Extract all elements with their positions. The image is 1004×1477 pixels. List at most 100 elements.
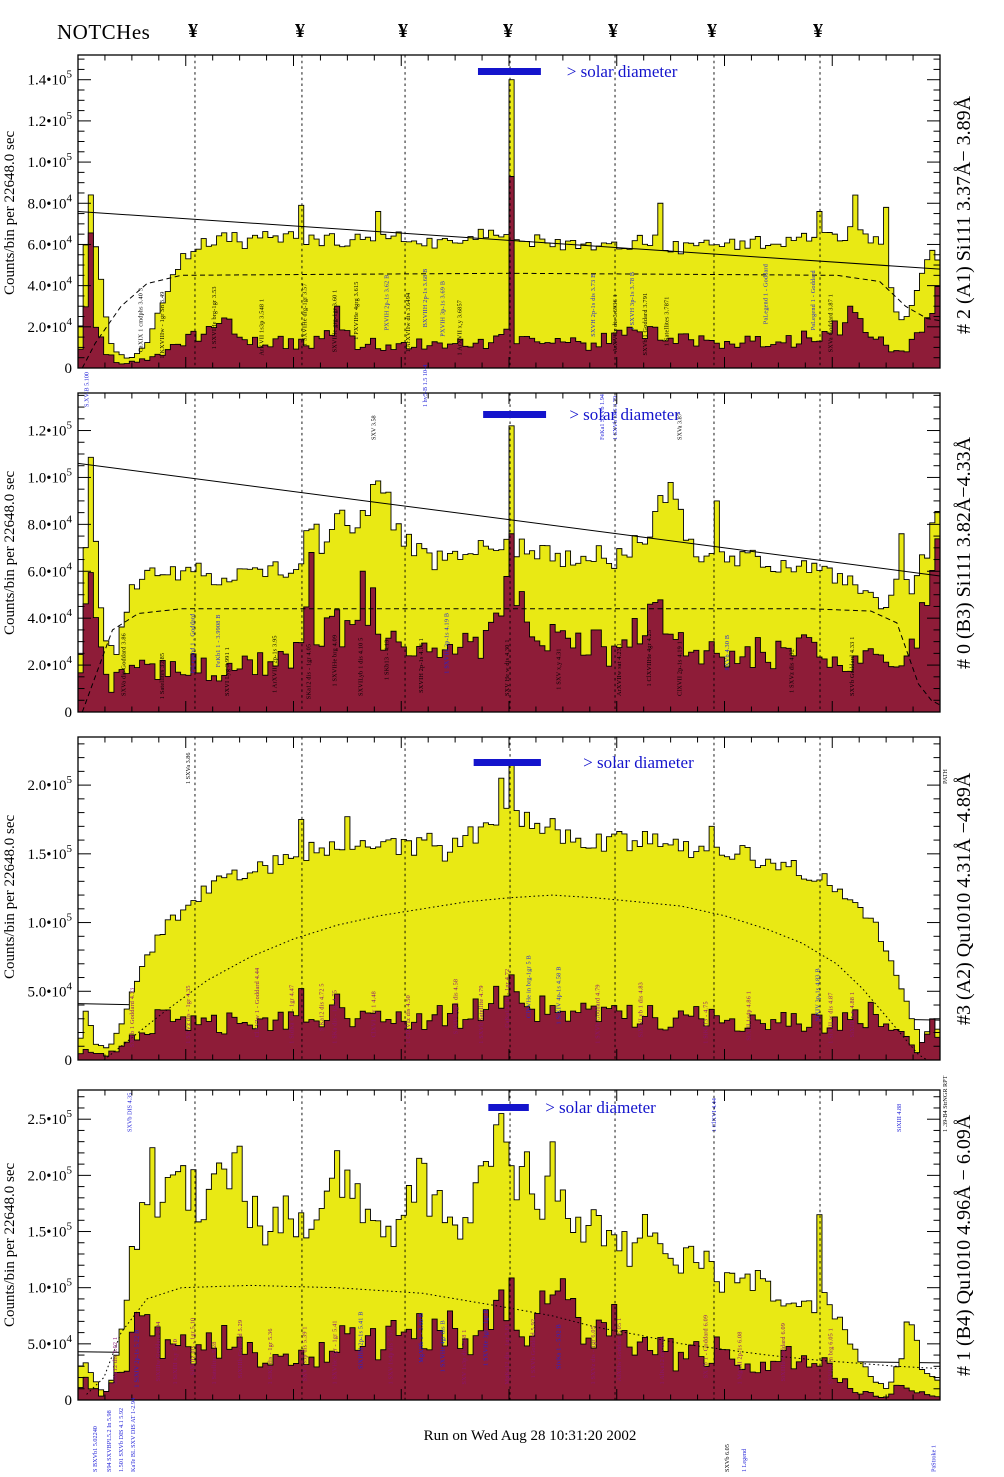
line-id-label: ClXVII 2p-1s 4.19 1: [676, 641, 683, 696]
overflow-label: PaStroke 1: [931, 1445, 938, 1472]
line-id-label: PaLegend 1 - Goddard: [810, 270, 817, 331]
overflow-label: S BXVb1 5.02240: [92, 1426, 99, 1472]
line-id-label: 1 ArXVIIw dis 3.6494: [405, 293, 412, 353]
line-id-label: SiXIIId Goddard 6.09: [780, 1323, 787, 1381]
y-tick-label: 0: [65, 361, 73, 377]
line-id-label: 1 SXVIHe brg-1gr 3.53: [211, 286, 218, 349]
overflow-label: SiXIII 4.88: [896, 1104, 903, 1132]
line-id-label: SXVHe in brg 6.05 1: [827, 1328, 834, 1384]
line-id-label: SKa12 dis - 1gr 4.05: [306, 644, 313, 699]
background-counts-histogram: [77, 974, 941, 1061]
line-id-label: SivKa 1 - 5.92 B: [556, 1324, 563, 1369]
line-id-label: 1 SXVb Goddard 5.92: [530, 1319, 537, 1379]
line-id-label: SiXIII x,y 4.88 1: [849, 992, 856, 1038]
model-curve-dashed: [81, 272, 941, 369]
y-tick-label: 2.0•104: [27, 654, 72, 674]
notch-symbol: ¥: [398, 20, 409, 42]
line-id-label: 1 MgXII 2p-1s 6.08: [737, 1331, 744, 1384]
solar-diameter-label: > solar diameter: [583, 753, 694, 772]
line-id-label: ArXVII 1s3p 3.548 1: [258, 299, 265, 356]
run-timestamp: Run on Wed Aug 28 10:31:20 2002: [423, 1428, 637, 1444]
solar-diameter-label: > solar diameter: [569, 405, 680, 424]
line-id-label: SXV 1s5p dis 5.39 1: [301, 1326, 308, 1381]
line-id-label: 1 SXVH 3p-1s 3.78 B: [629, 272, 636, 331]
line-id-label: SXVH 2p-1s dis 3.73 B: [590, 274, 597, 337]
line-id-label: 1 SiXIV 2p-1s 5.22 B: [133, 1330, 140, 1388]
line-id-label: ClXVHe in brg-1gr 5 B: [526, 955, 533, 1018]
background-counts-histogram: [77, 1277, 941, 1401]
line-id-label: 1 SXV x,y 4.31: [556, 648, 563, 689]
y-tick-label: 1.0•105: [27, 1277, 72, 1297]
line-id-label: SiXIIIb Goddard 5.29: [237, 1320, 244, 1378]
line-id-label: 1 KXVIIIw - 1gr Sn 3.49: [159, 291, 166, 358]
total-counts-histogram: [77, 1113, 941, 1401]
y-tick-label: 5.0•104: [27, 980, 72, 1000]
line-id-label: S Ka12 dis 4.72 5: [319, 983, 326, 1031]
line-id-label: 1 Satellites 5.28: [211, 1341, 218, 1384]
line-id-label: ArXVIIw sat 4.23 1: [616, 643, 623, 696]
line-id-label: 1 SXV 1s4p dis 5.57: [388, 1329, 395, 1384]
line-id-label: PXVIH 2p-1s 3.62 B: [383, 275, 390, 331]
line-id-label: SXV 1s3p dis 5.68 1: [461, 1329, 468, 1384]
panel-3: 0 5.0•104 1.0•105 1.5•105 2.0•105 > solar dia…: [27, 736, 949, 1132]
y-tick-label: 1.4•105: [27, 69, 72, 89]
y-tick-label: 6.0•104: [27, 233, 72, 253]
overflow-label: SXV 3.58: [370, 415, 377, 440]
overflow-label: 1 SXVa 3.86: [185, 753, 192, 784]
y-tick-label: 0: [65, 705, 73, 721]
line-id-label: 1 SXVIHe drg-1gr 3.57: [301, 283, 308, 346]
y-tick-label: 6.0•104: [27, 560, 72, 580]
line-id-label: SiXIVLyg 1 dis 4.58: [452, 979, 459, 1034]
line-id-label: SiXIIIz dis - 1gr 5.10: [189, 1318, 196, 1376]
overflow-label: 1.501 SXVb DIS 4.1 5.92: [118, 1408, 125, 1472]
overflow-label: S.XV-B 5.100: [83, 372, 90, 407]
line-id-label: MgKa12 dis - 1gr 5.81: [504, 1324, 511, 1385]
overflow-label: 1 Legend: [741, 1448, 748, 1472]
line-id-label: FeKb1 1 - 3.9908 B: [215, 614, 222, 667]
line-id-label: 1 SXVz dis - 1gr 6.05: [590, 1326, 597, 1385]
line-id-label: SiXIIIH 2p-1s 5.41 B: [358, 1311, 365, 1369]
y-tick-label: 2.0•105: [27, 774, 72, 794]
line-id-label: PaLegend 1 - Goddard: [763, 263, 770, 324]
y-tick-label: 0: [65, 1053, 73, 1069]
line-id-label: SXVI Lyg 3.991 1: [224, 647, 231, 696]
solar-diameter-label: > solar diameter: [567, 62, 678, 81]
background-counts-histogram: [77, 533, 941, 713]
line-id-label: SXVb Goddard 4.33 1: [849, 637, 856, 697]
overflow-label: SXVb DIS 4.35: [126, 1093, 133, 1132]
y-tick-label: 2.0•105: [27, 1164, 72, 1184]
line-id-label: SXVb 4.30 B: [724, 635, 731, 671]
line-id-label: PXVIH 3p-1s 3.69 B: [439, 281, 446, 337]
line-id-label: 1 SKb13 - 4.13: [383, 639, 390, 680]
line-id-label: 1 AlKa12 dis 6.06: [659, 1336, 666, 1384]
y-tick-label: 1.2•105: [27, 420, 72, 440]
line-id-label: PaLegend 1 - Goddard: [189, 613, 196, 674]
y-axis-title-panel-2: Counts/bin per 22648.0 sec: [2, 470, 18, 636]
notch-symbol: ¥: [706, 20, 717, 42]
notch-symbol: ¥: [294, 20, 305, 42]
y-tick-label: 1.5•105: [27, 1221, 72, 1241]
line-id-label: 1 SXVHe 5gr - 1gr 5.41: [332, 1320, 339, 1384]
y-tick-label: 2.0•104: [27, 316, 72, 336]
y-tick-label: 4.0•104: [27, 607, 72, 627]
line-id-label: 1 Satellites 3.7871: [664, 296, 671, 346]
line-id-label: BXVIIH 2p-1s 3.68 B: [422, 268, 429, 327]
line-id-label: 1 SXVb Goddard 4.79: [595, 984, 602, 1044]
line-id-label: ClXVIw 1 - Goddard 4.44: [254, 968, 261, 1038]
line-id-label: SiKa12 dis 5.02 1: [112, 1337, 119, 1385]
panel-1: 0 2.0•104 4.0•104 6.0•104 8.0•104 1.0•105 1.2•…: [27, 54, 941, 440]
line-id-label: SiXIII 1s4p 4.86 1: [745, 991, 752, 1041]
line-id-label: 1 SiXIII w dis 4.87: [827, 992, 834, 1043]
panel-4: 0 5.0•104 1.0•105 1.5•105 2.0•105 2.5•105 > so…: [27, 1089, 941, 1472]
solar-diameter-bar: [473, 759, 541, 766]
trend-line: [77, 462, 941, 577]
line-id-label: 1 SXVHe 4gr dis B: [439, 1320, 446, 1372]
trend-line: [77, 211, 941, 270]
y-tick-label: 1.0•105: [27, 151, 72, 171]
overflow-label: 1 hv5-B 1.5 10-4: [422, 365, 429, 407]
background-counts-histogram: [77, 176, 941, 369]
line-id-label: SXVIH 2p-1s 4.16 1: [418, 638, 425, 693]
overflow-label: SXVb 6.05: [724, 1444, 731, 1472]
notches-header-title: NOTCHes: [57, 20, 151, 44]
